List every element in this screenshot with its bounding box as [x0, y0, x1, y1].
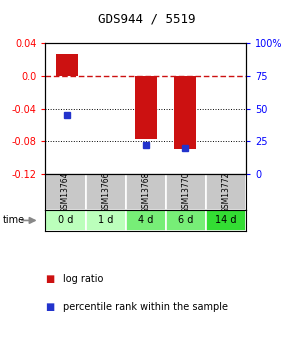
Bar	[86, 174, 126, 210]
Bar	[174, 76, 196, 149]
Bar	[206, 174, 246, 210]
Bar	[126, 174, 166, 210]
Bar	[86, 210, 126, 231]
Bar	[135, 76, 156, 139]
Text: GSM13768: GSM13768	[141, 171, 150, 213]
Text: log ratio: log ratio	[63, 275, 103, 284]
Text: 4 d: 4 d	[138, 215, 154, 225]
Text: ■: ■	[45, 302, 55, 312]
Text: ■: ■	[45, 275, 55, 284]
Bar	[45, 210, 86, 231]
Text: GSM13766: GSM13766	[101, 171, 110, 213]
Text: GSM13770: GSM13770	[181, 171, 190, 213]
Bar	[166, 174, 206, 210]
Bar	[56, 54, 78, 76]
Text: 1 d: 1 d	[98, 215, 113, 225]
Text: 14 d: 14 d	[215, 215, 237, 225]
Bar	[166, 210, 206, 231]
Bar	[206, 210, 246, 231]
Text: time: time	[3, 215, 25, 225]
Text: percentile rank within the sample: percentile rank within the sample	[63, 302, 228, 312]
Text: 6 d: 6 d	[178, 215, 194, 225]
Bar	[126, 210, 166, 231]
Text: GDS944 / 5519: GDS944 / 5519	[98, 12, 195, 25]
Text: GSM13764: GSM13764	[61, 171, 70, 213]
Text: 0 d: 0 d	[58, 215, 73, 225]
Text: GSM13772: GSM13772	[222, 171, 231, 213]
Bar	[45, 174, 86, 210]
